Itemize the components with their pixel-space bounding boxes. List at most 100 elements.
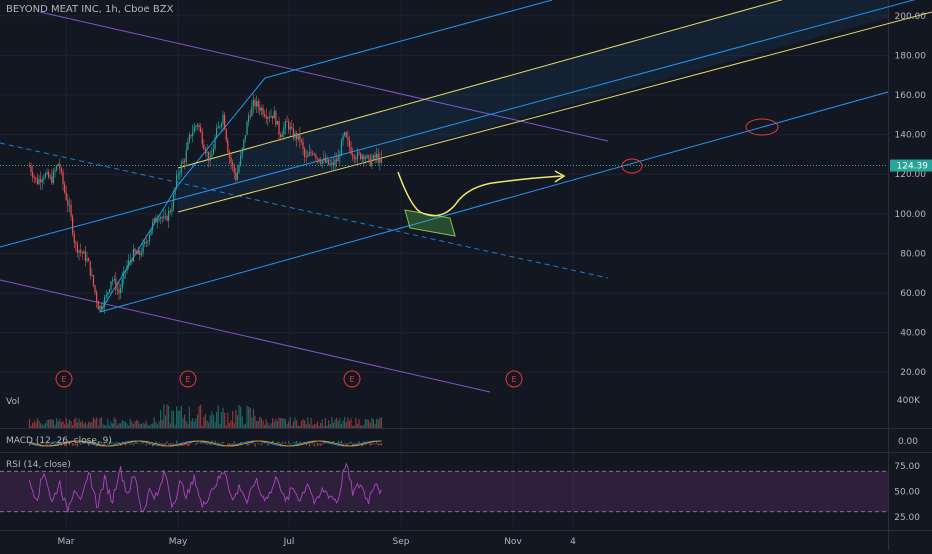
candle-body [275, 111, 276, 124]
macd-histogram-bar [253, 443, 254, 444]
macd-histogram-bar [338, 441, 339, 444]
macd-histogram-bar [278, 442, 279, 444]
macd-histogram-bar [206, 444, 207, 446]
volume-bar [355, 418, 356, 428]
candle-body [253, 100, 254, 106]
volume-bar [182, 418, 183, 428]
candle-body [272, 116, 273, 118]
volume-bar [280, 418, 281, 428]
candle-body [123, 271, 124, 279]
volume-bar [362, 426, 363, 428]
macd-histogram-bar [126, 444, 127, 445]
macd-histogram-bar [171, 444, 172, 445]
earnings-event-icon[interactable]: E [180, 371, 196, 387]
volume-bar [251, 418, 252, 428]
candle-body [336, 160, 337, 162]
candle-body [189, 135, 190, 142]
macd-histogram-bar [133, 444, 134, 446]
earnings-event-icon[interactable]: E [56, 371, 72, 387]
candle-body [64, 184, 65, 192]
macd-histogram-bar [349, 442, 350, 443]
volume-bar [181, 406, 182, 428]
volume-bar [54, 425, 55, 428]
volume-bar [226, 425, 227, 428]
candle-body [198, 125, 199, 127]
candle-body [245, 135, 246, 139]
macd-histogram-bar [317, 444, 318, 446]
candle-body [381, 157, 382, 162]
candle-body [37, 179, 38, 184]
macd-histogram-bar [195, 444, 196, 446]
volume-bar [248, 407, 249, 428]
candle-body [290, 127, 291, 130]
volume-bar [227, 413, 228, 428]
candle-body [166, 216, 167, 221]
volume-bar [96, 418, 97, 428]
volume-bar [256, 421, 257, 428]
volume-bar [331, 417, 332, 428]
candle-body [278, 121, 279, 134]
channel-fill [178, 0, 888, 212]
volume-bar [69, 420, 70, 428]
volume-bar [350, 418, 351, 428]
volume-bar [58, 421, 59, 428]
candle-body [163, 217, 164, 218]
candle-body [333, 163, 334, 165]
volume-bar [294, 418, 295, 428]
candle-body [115, 279, 116, 290]
time-tick-label: 4 [570, 537, 576, 547]
candle-body [366, 155, 367, 158]
volume-bar [186, 421, 187, 428]
volume-bar [83, 424, 84, 428]
volume-bar [122, 420, 123, 428]
candle-body [144, 242, 145, 244]
volume-bar [150, 424, 151, 428]
candle-body [101, 306, 102, 308]
volume-bar [262, 421, 263, 428]
candle-body [317, 158, 318, 159]
volume-bar [109, 426, 110, 428]
earnings-event-icon[interactable]: E [344, 371, 360, 387]
earnings-event-icon[interactable]: E [506, 371, 522, 387]
candle-body [96, 292, 97, 301]
candle-body [170, 211, 171, 212]
macd-histogram-bar [157, 443, 158, 444]
macd-histogram-bar [285, 442, 286, 444]
volume-bar [277, 421, 278, 428]
candle-body [274, 111, 275, 118]
volume-bar [98, 426, 99, 428]
volume-bar [80, 422, 81, 428]
candle-body [258, 101, 259, 107]
volume-bar [155, 422, 156, 428]
candle-body [306, 157, 307, 158]
candle-body [355, 159, 356, 160]
volume-bar [379, 418, 380, 428]
volume-bar [141, 424, 142, 428]
macd-histogram-bar [136, 442, 137, 444]
candle-body [30, 166, 31, 172]
volume-bar [333, 423, 334, 428]
volume-bar [197, 415, 198, 428]
candle-body [155, 218, 156, 222]
pitchfork-upper-line [265, 0, 552, 78]
candle-body [112, 280, 113, 282]
macd-histogram-bar [258, 444, 259, 445]
volume-bar [190, 421, 191, 428]
candle-body [205, 149, 206, 153]
candle-body [152, 222, 153, 230]
candle-body [99, 306, 100, 309]
macd-histogram-bar [158, 442, 159, 443]
volume-bar [53, 420, 54, 428]
volume-bar [237, 415, 238, 428]
candle-body [176, 175, 177, 188]
volume-bar [123, 421, 124, 428]
earnings-label: E [61, 375, 66, 384]
price-tick-label: 100.00 [895, 210, 927, 220]
candle-body [178, 174, 179, 175]
volume-bar [270, 424, 271, 428]
volume-bar [146, 420, 147, 428]
macd-histogram-bar [165, 444, 166, 446]
candle-body [349, 140, 350, 147]
